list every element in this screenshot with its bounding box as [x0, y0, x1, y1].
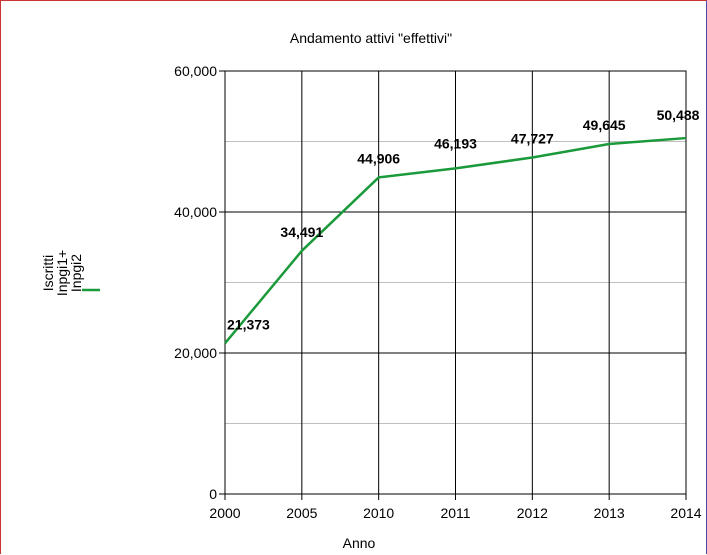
- y-tick-label: 60,000: [174, 63, 217, 79]
- data-label: 21,373: [227, 316, 270, 332]
- x-axis-label: Anno: [343, 535, 376, 551]
- chart-title: Andamento attivi "effettivi": [290, 30, 452, 46]
- legend-label-line: Inpgi1+: [54, 250, 70, 296]
- y-tick-label: 40,000: [174, 204, 217, 220]
- data-label: 46,193: [434, 135, 477, 151]
- legend-label-line: Inpgi2: [68, 254, 84, 292]
- data-label: 34,491: [280, 224, 323, 240]
- x-tick-label: 2011: [440, 505, 470, 521]
- series-line: [224, 136, 687, 345]
- data-label: 47,727: [511, 131, 554, 147]
- x-tick-label: 2010: [363, 505, 394, 521]
- data-label: 49,645: [583, 117, 626, 133]
- x-tick-label: 2012: [517, 505, 548, 521]
- y-tick-label: 0: [209, 486, 217, 502]
- data-label: 50,488: [657, 107, 700, 123]
- data-label: 44,906: [357, 150, 400, 166]
- legend-label-line: Iscritti: [40, 255, 56, 292]
- y-tick-label: 20,000: [174, 345, 217, 361]
- x-tick-label: 2005: [286, 505, 317, 521]
- x-tick-label: 2014: [670, 505, 701, 521]
- x-tick-label: 2000: [209, 505, 240, 521]
- x-tick-label: 2013: [594, 505, 625, 521]
